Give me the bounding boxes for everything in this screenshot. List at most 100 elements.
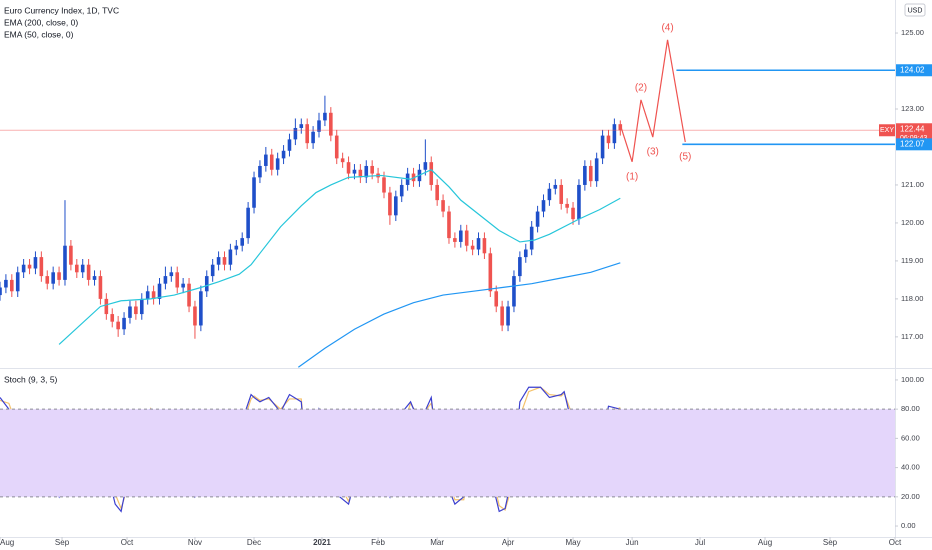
candle-body xyxy=(458,230,463,242)
candle-body xyxy=(618,124,623,131)
candle-body xyxy=(518,257,522,277)
x-tick-label: Nov xyxy=(188,538,202,547)
candle-body xyxy=(57,272,61,280)
y-tick-label: 100.00 xyxy=(901,375,924,384)
plot-area: (1) (2) (3) (4) (5) xyxy=(0,23,895,368)
candle-body xyxy=(275,158,280,170)
wave-label: (5) xyxy=(679,152,691,163)
candle-body xyxy=(311,131,315,144)
candle-body xyxy=(92,276,97,280)
wave-line xyxy=(619,39,686,162)
x-tick-label: Dec xyxy=(247,538,261,547)
wave-label: (1) xyxy=(626,171,638,182)
wave-label: (4) xyxy=(661,23,673,34)
candle-body xyxy=(488,253,493,292)
candle-body xyxy=(4,279,8,288)
candle-body xyxy=(447,211,451,239)
candle-body xyxy=(476,238,481,250)
candle-body xyxy=(122,317,126,330)
candle-body xyxy=(15,272,20,292)
candle-body xyxy=(222,257,227,265)
x-tick-label: Aug xyxy=(0,538,14,547)
candle-body xyxy=(317,120,321,132)
level-label: 124.02 xyxy=(900,65,925,74)
candle-body xyxy=(181,283,185,288)
candle-body xyxy=(388,192,392,216)
level-label: 122.07 xyxy=(900,139,925,148)
candle-body xyxy=(559,184,564,204)
candle-body xyxy=(175,272,180,288)
currency-label[interactable]: USD xyxy=(908,7,923,14)
candle-body xyxy=(358,169,363,178)
candle-body xyxy=(500,306,504,326)
y-tick-label: 121.00 xyxy=(901,180,924,189)
currency-box[interactable] xyxy=(904,3,926,17)
y-tick-label: 80.00 xyxy=(901,404,920,413)
candle-body xyxy=(305,124,309,144)
candle-body xyxy=(39,257,44,277)
candle-body xyxy=(169,272,174,277)
candle-body xyxy=(506,306,510,326)
indicator-label: Stoch (9, 3, 5) xyxy=(4,374,58,384)
x-tick-label: Feb xyxy=(371,538,385,547)
x-tick-label: May xyxy=(565,538,580,547)
symbol-box xyxy=(879,124,895,137)
candle-body xyxy=(329,112,333,136)
chart-title: Euro Currency Index, 1D, TVC xyxy=(4,5,119,15)
candle-body xyxy=(204,276,209,292)
y-tick-label: 118.00 xyxy=(901,294,923,303)
x-tick-label: Sep xyxy=(823,538,838,547)
x-tick-label: Sep xyxy=(55,538,70,547)
candle-body xyxy=(435,184,439,201)
candle-body xyxy=(45,276,50,284)
candle-body xyxy=(594,158,599,182)
wave-label: (2) xyxy=(635,83,647,94)
y-tick-label: 117.00 xyxy=(901,332,923,341)
candle-body xyxy=(512,276,516,307)
candle-body xyxy=(382,177,386,193)
candle-body xyxy=(187,283,191,307)
candle-body xyxy=(264,154,268,166)
y-tick-label: 119.00 xyxy=(901,256,923,265)
candle-body xyxy=(269,154,274,170)
candle-body xyxy=(346,162,351,174)
candle-body xyxy=(134,306,138,315)
candle-body xyxy=(240,238,245,246)
level-box xyxy=(896,138,932,151)
candle-body xyxy=(246,207,250,239)
candle-body xyxy=(216,257,221,265)
candle-body xyxy=(352,169,357,174)
candle-body xyxy=(74,264,79,273)
indicator-label: EMA (50, close, 0) xyxy=(4,29,74,39)
candle-body xyxy=(429,162,434,185)
y-tick-label: 123.00 xyxy=(901,104,924,113)
symbol-label: EXY xyxy=(880,127,894,134)
candle-body xyxy=(10,279,14,292)
candle-body xyxy=(588,165,593,182)
candle-body xyxy=(80,264,85,273)
candle-body xyxy=(299,124,304,128)
candle-body xyxy=(535,211,540,227)
candle-body xyxy=(258,165,262,178)
x-tick-label: Mar xyxy=(430,538,444,547)
candle-body xyxy=(21,264,26,273)
candle-body xyxy=(98,276,103,299)
stoch-pane xyxy=(0,386,895,513)
candle-body xyxy=(139,298,144,315)
x-tick-label: Jul xyxy=(695,538,705,547)
candle-body xyxy=(145,291,150,299)
ema-line xyxy=(297,262,621,368)
x-tick-label: Oct xyxy=(121,538,134,547)
x-tick-label: Apr xyxy=(502,538,515,547)
candle-body xyxy=(110,314,115,322)
candle-body xyxy=(494,291,499,307)
candle-body xyxy=(541,200,546,212)
candle-body xyxy=(399,184,404,197)
candle-body xyxy=(287,139,292,151)
candle-body xyxy=(128,306,132,318)
candle-body xyxy=(529,226,534,250)
last-price-label: 122.44 xyxy=(900,124,925,133)
y-tick-label: 125.00 xyxy=(901,28,924,37)
candle-body xyxy=(565,203,569,208)
candle-body xyxy=(104,298,109,315)
